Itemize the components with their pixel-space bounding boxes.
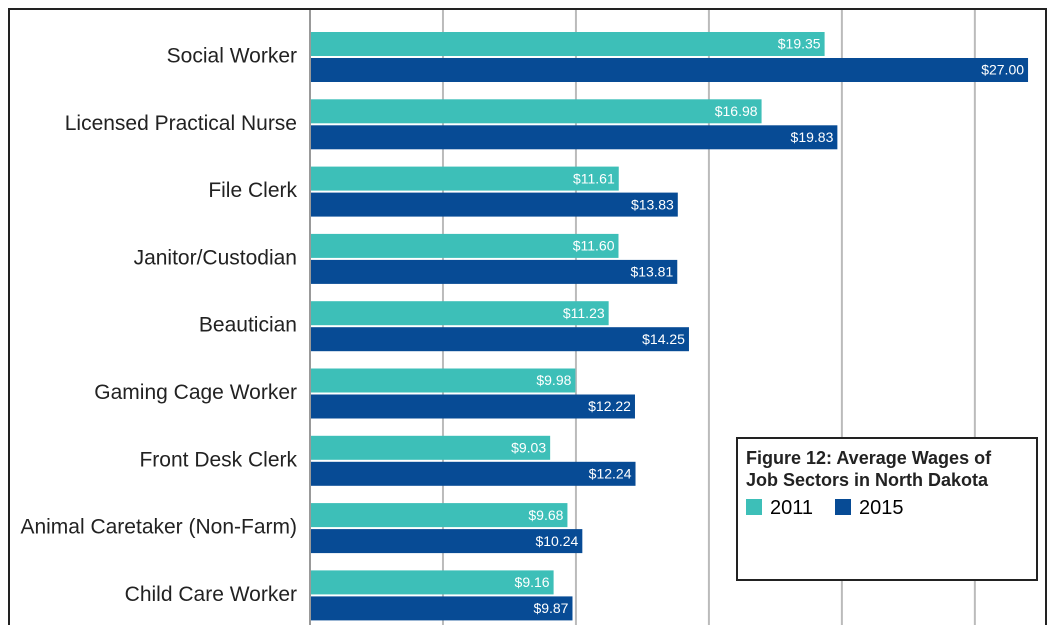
y-tick-label: Janitor/Custodian: [134, 246, 297, 269]
value-label: $9.03: [511, 440, 546, 456]
value-label: $11.23: [563, 305, 605, 321]
y-tick-label: Gaming Cage Worker: [94, 381, 297, 404]
bar: [310, 596, 573, 621]
value-label: $19.35: [778, 36, 821, 52]
y-tick-label: Beautician: [199, 314, 297, 337]
value-label: $9.87: [533, 600, 568, 616]
legend-items: 2011 2015: [746, 497, 1028, 520]
y-tick-label: File Clerk: [208, 179, 297, 202]
value-label: $11.60: [573, 238, 615, 254]
bar: [310, 32, 825, 56]
legend-label: 2015: [859, 497, 904, 519]
value-label: $14.25: [642, 331, 685, 347]
bar: [310, 166, 619, 191]
y-tick-label: Child Care Worker: [125, 583, 297, 606]
y-tick-label: Animal Caretaker (Non-Farm): [20, 516, 297, 539]
bar: [310, 461, 636, 486]
value-label: $12.22: [588, 398, 631, 414]
y-tick-label: Licensed Practical Nurse: [65, 112, 297, 135]
legend-swatch: [746, 499, 762, 515]
value-label: $9.68: [528, 507, 563, 523]
legend-swatch: [835, 499, 852, 515]
bar: [310, 570, 554, 595]
value-label: $11.61: [573, 170, 615, 186]
bar: [310, 503, 568, 528]
bar: [310, 327, 689, 352]
y-tick-label: Social Worker: [167, 45, 297, 68]
legend: Figure 12: Average Wages of Job Sectors …: [736, 437, 1038, 581]
legend-label: 2011: [770, 497, 814, 519]
value-label: $19.83: [791, 129, 834, 145]
value-label: $16.98: [715, 103, 758, 119]
value-label: $13.83: [631, 196, 674, 212]
bar: [310, 192, 678, 217]
bar: [310, 233, 619, 258]
bar: [310, 435, 551, 460]
bar: [310, 368, 576, 393]
bar: [310, 259, 678, 284]
value-label: $9.98: [536, 372, 571, 388]
legend-item: 2015: [835, 497, 904, 520]
bar: [310, 301, 609, 326]
value-label: $27.00: [981, 62, 1024, 78]
legend-item: 2011: [746, 497, 813, 520]
frame: [8, 8, 1047, 625]
bar: [310, 394, 635, 419]
bar: [310, 99, 762, 124]
value-label: $13.81: [630, 264, 673, 280]
bar: [310, 58, 1029, 82]
value-label: $9.16: [515, 574, 550, 590]
value-label: $12.24: [589, 466, 632, 482]
y-tick-label: Front Desk Clerk: [139, 448, 297, 471]
bar: [310, 529, 583, 554]
chart-title: Figure 12: Average Wages of Job Sectors …: [746, 448, 992, 490]
bar: [310, 125, 838, 150]
value-label: $10.24: [535, 533, 578, 549]
